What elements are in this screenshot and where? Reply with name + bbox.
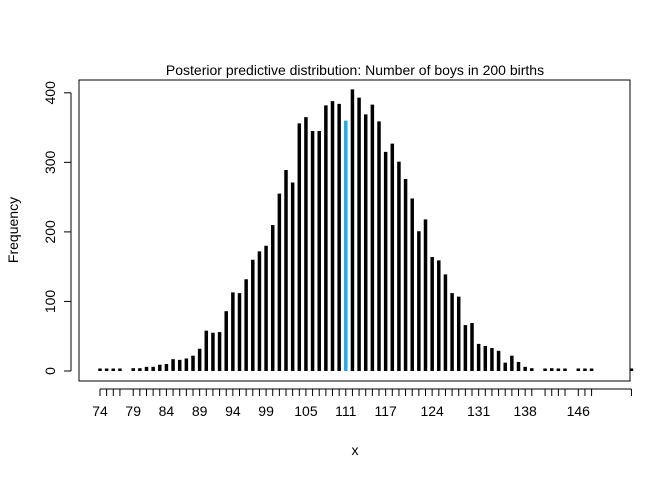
x-tick-label: 131 [467,403,491,419]
x-tick-label: 89 [192,403,208,419]
chart-title: Posterior predictive distribution: Numbe… [166,62,544,78]
x-tick-label: 146 [567,403,591,419]
x-tick-label: 111 [335,403,356,419]
x-tick-label: 138 [513,403,537,419]
x-tick-label: 99 [258,403,274,419]
y-tick-label: 200 [42,220,58,244]
y-tick-label: 400 [42,81,58,105]
x-tick-label: 84 [159,403,175,419]
x-tick-label: 79 [125,403,141,419]
y-tick-label: 0 [42,367,58,375]
y-axis-label: Frequency [5,197,21,263]
x-tick-label: 124 [420,403,444,419]
x-tick-label: 74 [92,403,108,419]
y-tick-label: 100 [42,290,58,314]
plot-frame [78,79,631,382]
x-axis-label: x [352,442,359,458]
x-tick-label: 117 [374,403,397,419]
y-tick-label: 300 [42,150,58,174]
bars [98,89,634,371]
x-tick-label: 105 [294,403,318,419]
x-axis: 74 79 84 89 94 99 105 111 117 124 131 138 146 [92,388,632,419]
x-tick-label: 94 [225,403,241,419]
y-axis: 0 100 200 300 400 [42,81,72,375]
